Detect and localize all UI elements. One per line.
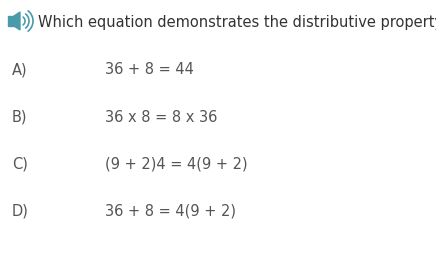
Text: D): D) bbox=[12, 203, 29, 218]
Polygon shape bbox=[14, 13, 20, 31]
Text: 36 x 8 = 8 x 36: 36 x 8 = 8 x 36 bbox=[105, 109, 218, 124]
Text: B): B) bbox=[12, 109, 27, 124]
Text: Which equation demonstrates the distributive property?: Which equation demonstrates the distribu… bbox=[38, 14, 436, 29]
Text: A): A) bbox=[12, 62, 27, 77]
Text: 36 + 8 = 44: 36 + 8 = 44 bbox=[105, 62, 194, 77]
Text: (9 + 2)4 = 4(9 + 2): (9 + 2)4 = 4(9 + 2) bbox=[105, 156, 248, 171]
Polygon shape bbox=[8, 17, 14, 27]
Text: C): C) bbox=[12, 156, 28, 171]
Text: 36 + 8 = 4(9 + 2): 36 + 8 = 4(9 + 2) bbox=[105, 203, 236, 218]
